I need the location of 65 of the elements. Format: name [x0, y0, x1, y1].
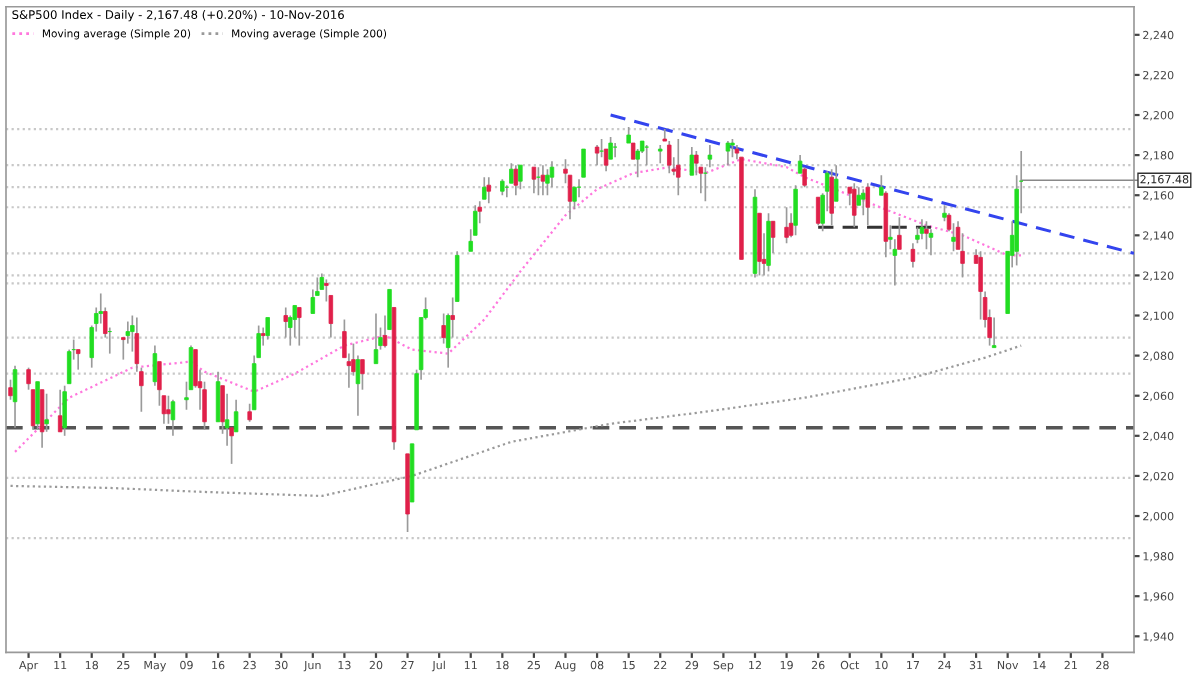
candlestick: [477, 200, 482, 225]
candlestick: [170, 398, 176, 437]
candlestick: [960, 232, 965, 279]
candlestick: [815, 196, 821, 227]
candlestick: [545, 168, 550, 197]
candlestick: [910, 242, 916, 269]
candlestick: [260, 326, 266, 347]
candlestick: [152, 344, 158, 387]
candlestick: [292, 304, 297, 339]
candlestick: [373, 312, 379, 365]
candlestick: [730, 138, 735, 158]
candlestick: [676, 138, 681, 197]
candlestick: [865, 182, 871, 227]
candlestick: [919, 218, 925, 241]
candlestick: [531, 166, 537, 195]
candlestick: [635, 148, 640, 179]
candlestick: [12, 364, 18, 429]
candlestick: [581, 148, 586, 179]
candlestick: [707, 144, 713, 168]
candlestick: [518, 164, 523, 191]
candlestick: [297, 306, 302, 347]
candlestick: [44, 392, 49, 433]
candlestick: [644, 144, 649, 166]
candlestick: [486, 176, 492, 205]
candlestick: [766, 212, 771, 273]
candlestick: [572, 186, 577, 211]
candlestick: [829, 168, 834, 227]
candlestick: [784, 206, 789, 245]
candlestick: [540, 164, 546, 197]
candlestick: [861, 188, 866, 217]
candlestick: [599, 138, 604, 158]
candlestick: [482, 176, 487, 201]
candlestick: [57, 388, 63, 433]
candlestick: [658, 144, 663, 164]
candlestick: [161, 394, 167, 425]
candlestick: [513, 164, 519, 197]
candlestick: [265, 316, 270, 341]
candlestick: [725, 140, 731, 166]
candlestick: [770, 220, 776, 255]
candlestick: [39, 388, 45, 449]
candlestick: [924, 220, 929, 251]
candlestick: [852, 182, 857, 229]
candlestick: [612, 142, 618, 158]
candlestick: [549, 160, 555, 189]
candlestick: [473, 204, 478, 237]
candlestick: [283, 306, 288, 339]
candlestick: [978, 250, 983, 321]
candlestick: [35, 380, 40, 431]
candlestick: [928, 228, 934, 257]
candlestick: [667, 140, 672, 175]
candlestick: [802, 166, 807, 189]
candlestick: [75, 348, 81, 371]
candlestick: [382, 314, 388, 349]
candlestick: [689, 146, 695, 177]
candlestick: [594, 144, 600, 166]
candlestick: [215, 370, 221, 423]
candlestick: [793, 184, 798, 237]
candlestick: [256, 324, 261, 359]
candlestick: [608, 136, 613, 160]
candlestick: [315, 276, 320, 297]
candlestick: [66, 348, 72, 385]
candlestick: [62, 384, 67, 437]
candlestick: [247, 402, 252, 423]
candlestick: [991, 316, 997, 349]
candlestick: [233, 398, 239, 433]
